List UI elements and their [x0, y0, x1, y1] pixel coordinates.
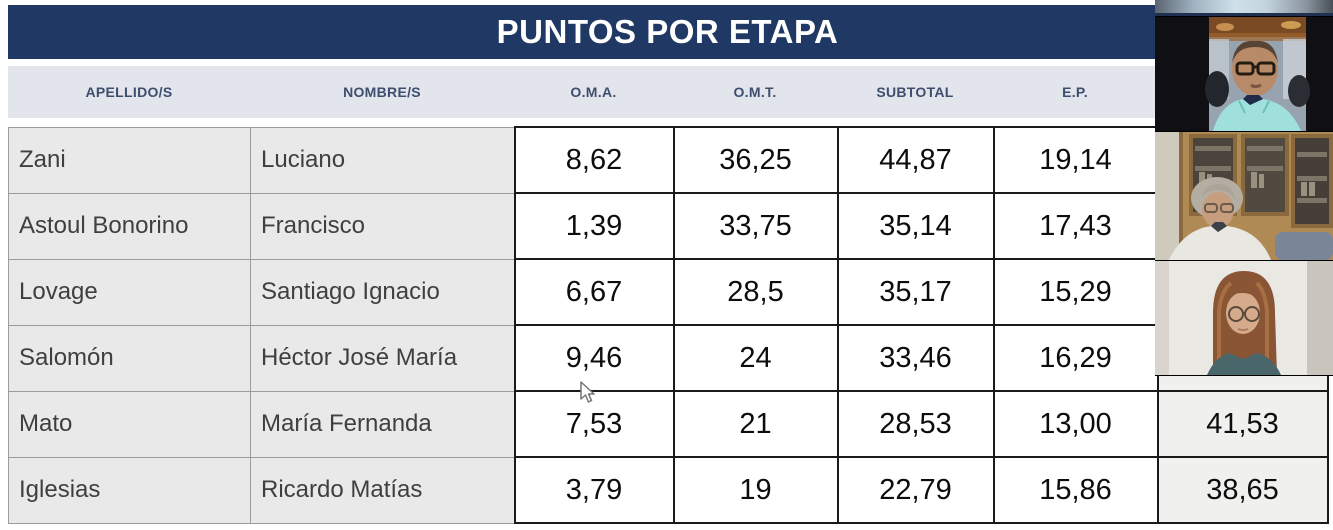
- webcam-video-woman-office-icon: [1155, 132, 1333, 260]
- oma-cell: 9,46: [513, 324, 675, 392]
- header-omt: O.M.T.: [733, 84, 777, 100]
- nombre-cell: Francisco: [250, 192, 515, 260]
- oma-cell: 7,53: [513, 390, 675, 458]
- participant-video-2[interactable]: [1155, 16, 1333, 131]
- webcam-video-woman-auburn-icon: [1155, 261, 1333, 375]
- participant-video-strip: [1155, 0, 1333, 376]
- table-row: Salomón Héctor José María 9,46 24 33,46 …: [8, 324, 1329, 392]
- table-title-bar: PUNTOS POR ETAPA: [8, 5, 1327, 59]
- apellido-cell: Astoul Bonorino: [8, 192, 251, 260]
- ep-cell: 19,14: [992, 126, 1159, 194]
- table-header-row: APELLIDO/S NOMBRE/S O.M.A. O.M.T. SUBTOT…: [8, 66, 1327, 118]
- omt-cell: 21: [672, 390, 839, 458]
- points-table: Zani Luciano 8,62 36,25 44,87 19,14 Asto…: [8, 126, 1329, 524]
- header-nombre: NOMBRE/S: [343, 84, 421, 100]
- apellido-cell: Lovage: [8, 258, 251, 326]
- nombre-cell: María Fernanda: [250, 390, 515, 458]
- ep-cell: 13,00: [992, 390, 1159, 458]
- nombre-cell: Héctor José María: [250, 324, 515, 392]
- apellido-cell: Mato: [8, 390, 251, 458]
- omt-cell: 24: [672, 324, 839, 392]
- header-ep: E.P.: [1062, 84, 1088, 100]
- apellido-cell: Zani: [8, 126, 251, 194]
- nombre-cell: Santiago Ignacio: [250, 258, 515, 326]
- header-subtotal: SUBTOTAL: [876, 84, 954, 100]
- header-oma: O.M.A.: [570, 84, 617, 100]
- table-row: Iglesias Ricardo Matías 3,79 19 22,79 15…: [8, 456, 1329, 524]
- ep-cell: 16,29: [992, 324, 1159, 392]
- table-row: Mato María Fernanda 7,53 21 28,53 13,00 …: [8, 390, 1329, 458]
- subtotal-cell: 28,53: [836, 390, 995, 458]
- total-cell: 41,53: [1156, 390, 1329, 458]
- participant-video-1[interactable]: [1155, 0, 1333, 16]
- mouse-cursor: [580, 381, 595, 403]
- table-row: Lovage Santiago Ignacio 6,67 28,5 35,17 …: [8, 258, 1329, 326]
- webcam-video-man-icon: [1155, 17, 1333, 131]
- omt-cell: 28,5: [672, 258, 839, 326]
- participant-video-3[interactable]: [1155, 131, 1333, 260]
- ep-cell: 15,86: [992, 456, 1159, 524]
- omt-cell: 36,25: [672, 126, 839, 194]
- omt-cell: 33,75: [672, 192, 839, 260]
- oma-cell: 3,79: [513, 456, 675, 524]
- oma-cell: 8,62: [513, 126, 675, 194]
- oma-cell: 1,39: [513, 192, 675, 260]
- apellido-cell: Iglesias: [8, 456, 251, 524]
- subtotal-cell: 35,17: [836, 258, 995, 326]
- total-cell: 38,65: [1156, 456, 1329, 524]
- table-title: PUNTOS POR ETAPA: [496, 13, 839, 50]
- oma-cell: 6,67: [513, 258, 675, 326]
- subtotal-cell: 35,14: [836, 192, 995, 260]
- table-row: Zani Luciano 8,62 36,25 44,87 19,14: [8, 126, 1329, 194]
- nombre-cell: Luciano: [250, 126, 515, 194]
- subtotal-cell: 44,87: [836, 126, 995, 194]
- header-apellido: APELLIDO/S: [85, 84, 173, 100]
- subtotal-cell: 33,46: [836, 324, 995, 392]
- table-row: Astoul Bonorino Francisco 1,39 33,75 35,…: [8, 192, 1329, 260]
- ep-cell: 15,29: [992, 258, 1159, 326]
- nombre-cell: Ricardo Matías: [250, 456, 515, 524]
- apellido-cell: Salomón: [8, 324, 251, 392]
- subtotal-cell: 22,79: [836, 456, 995, 524]
- omt-cell: 19: [672, 456, 839, 524]
- participant-video-4[interactable]: [1155, 260, 1333, 376]
- ep-cell: 17,43: [992, 192, 1159, 260]
